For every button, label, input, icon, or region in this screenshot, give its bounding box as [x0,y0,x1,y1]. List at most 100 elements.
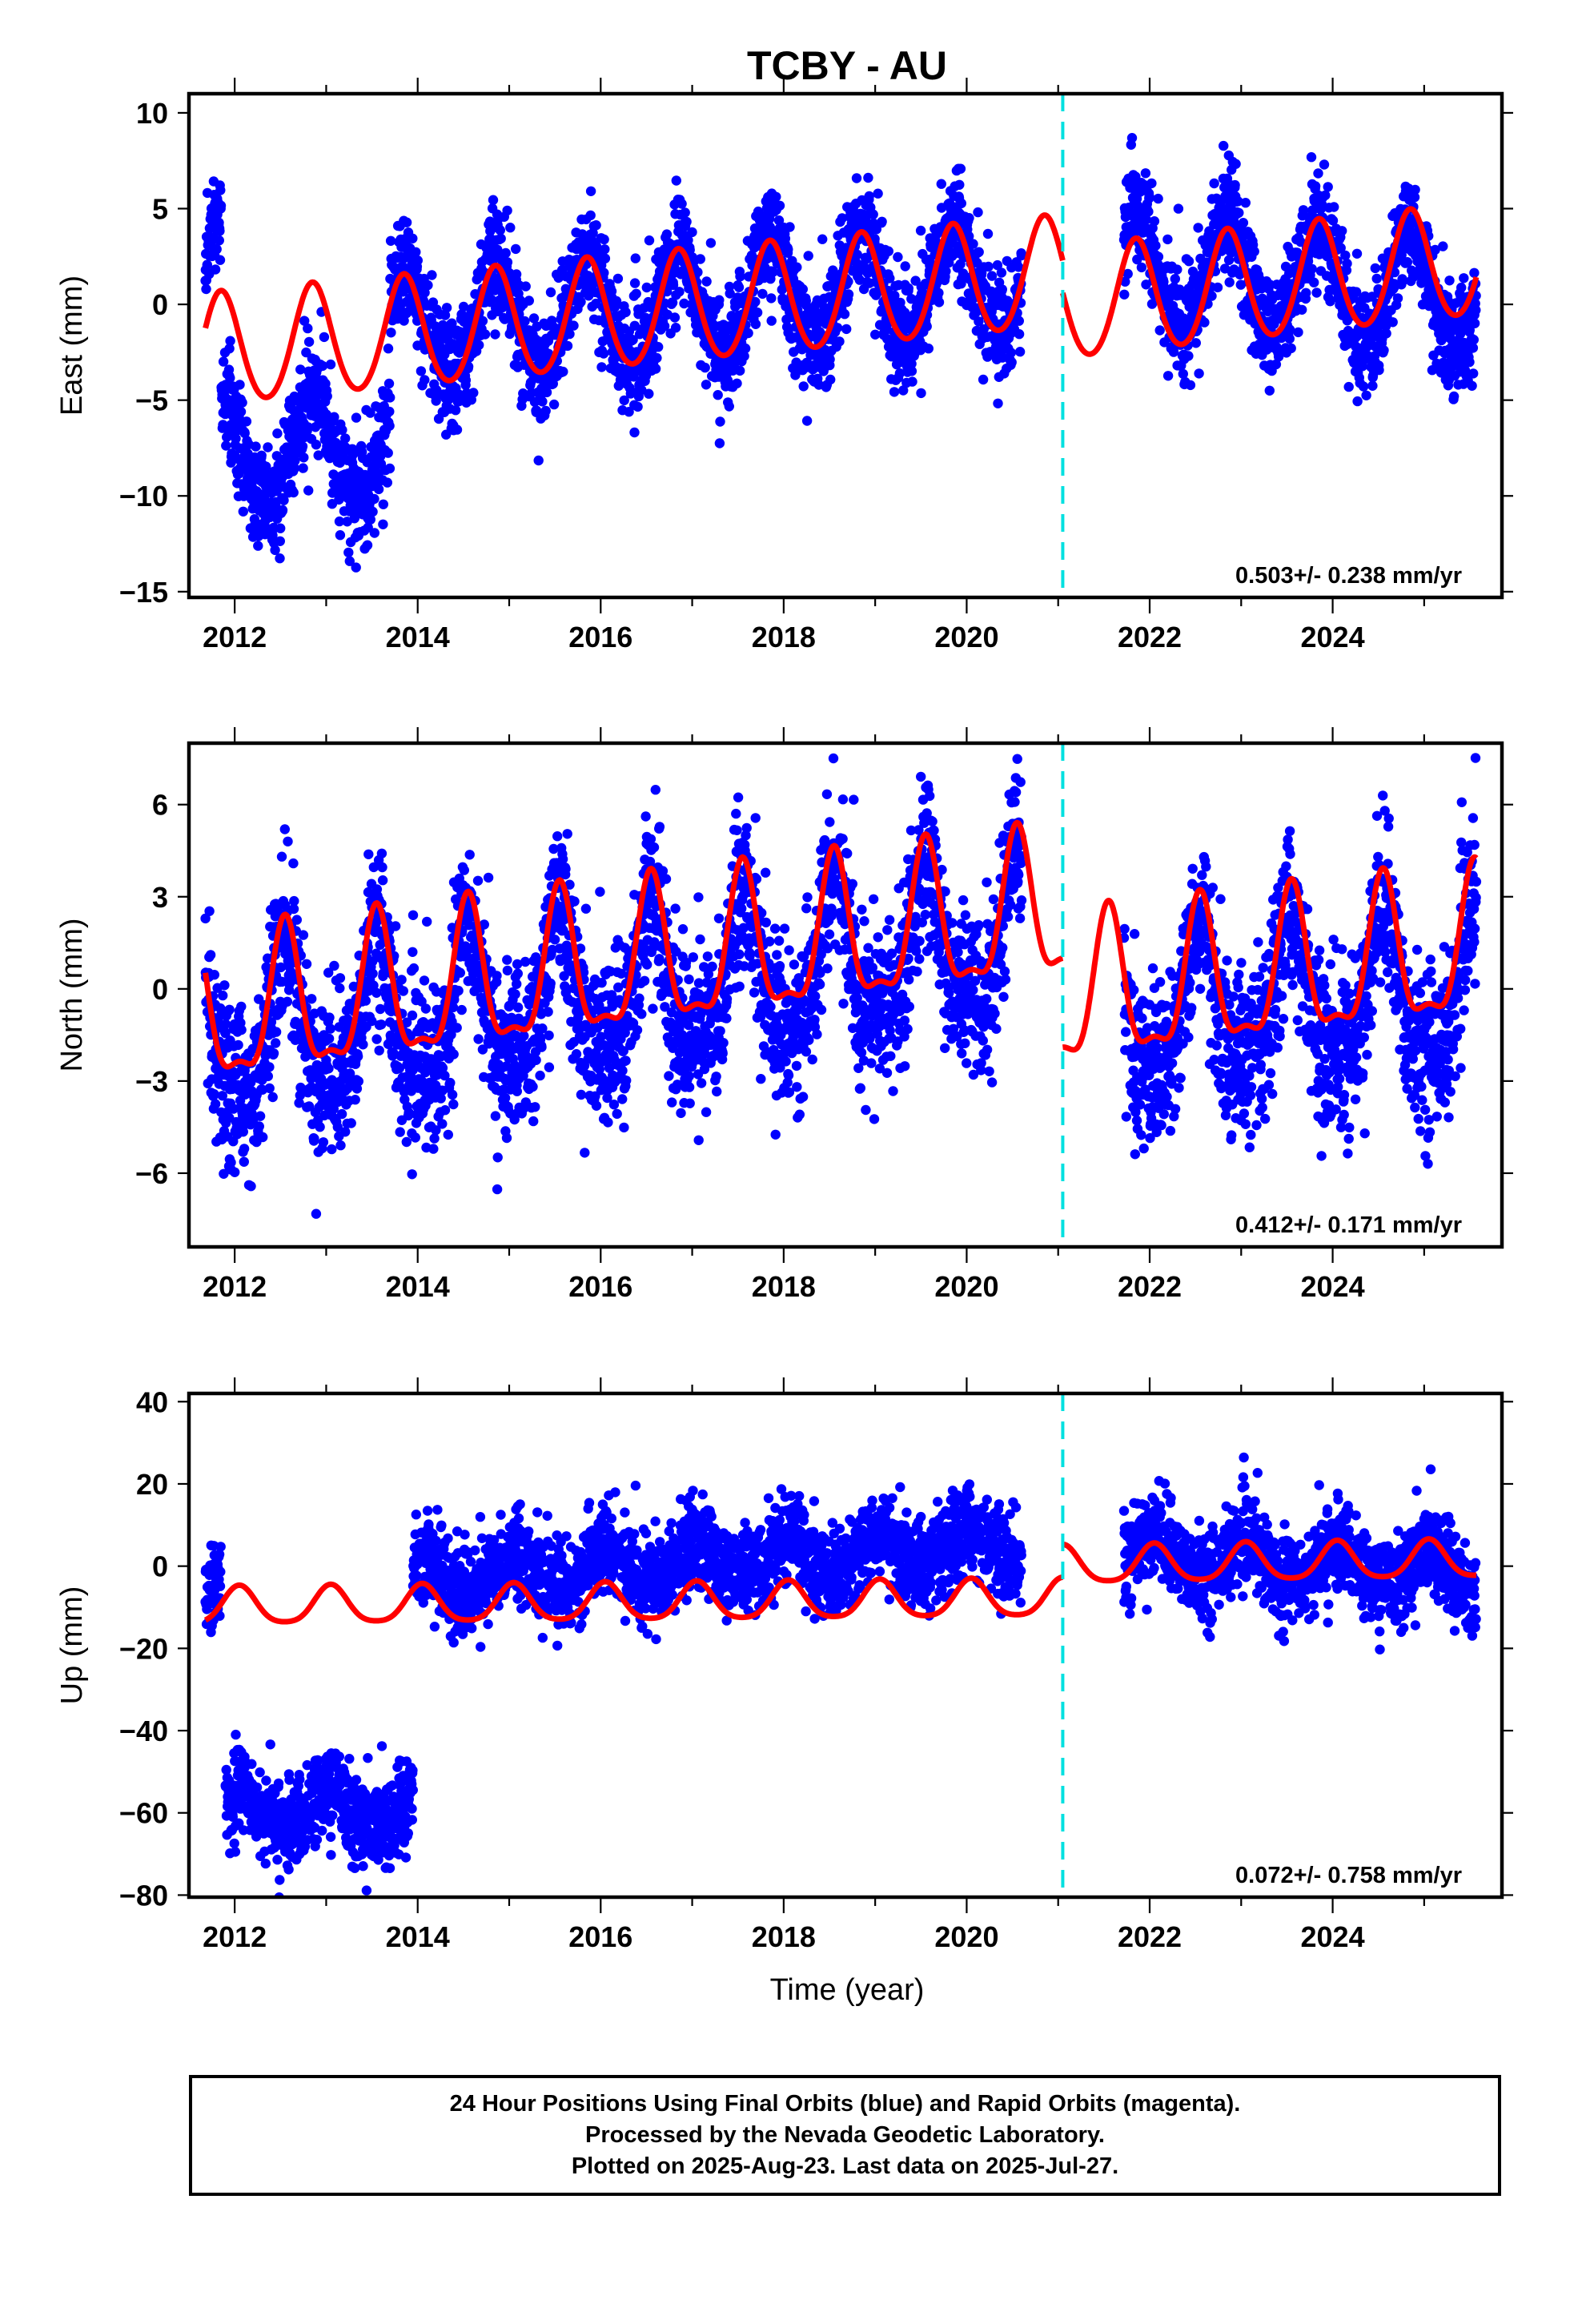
data-point [562,340,573,352]
data-point [343,1014,353,1024]
data-point [596,362,607,372]
data-point [282,996,293,1007]
data-point [372,915,383,927]
data-point [553,272,564,283]
data-point [986,271,998,281]
data-point [1468,335,1480,345]
data-point [1170,274,1181,284]
data-point [226,1157,236,1168]
data-point [541,387,552,398]
data-point [408,910,419,921]
data-point [841,324,852,335]
data-point [219,1168,229,1180]
data-point [671,175,681,186]
data-point [611,296,622,307]
data-point [668,279,679,291]
data-point [408,947,418,958]
data-point [1352,396,1363,407]
data-point [974,247,984,257]
data-point [365,514,375,525]
data-point [315,1122,325,1132]
data-point [680,207,690,218]
data-point [376,848,387,859]
data-point [288,487,299,498]
data-point [1122,268,1133,279]
data-point [386,328,396,338]
data-point [955,163,966,174]
data-point [956,198,967,209]
data-point [644,388,654,399]
data-point [934,297,945,308]
data-point [288,903,299,915]
data-point [624,407,634,417]
data-point [224,1004,235,1015]
data-point [1438,241,1448,251]
data-point [1286,343,1296,354]
data-point [215,185,226,195]
data-point [236,1024,247,1035]
data-point [1410,184,1420,195]
data-point [993,398,1003,408]
x-tick-label: 2020 [934,621,998,653]
data-point [283,836,293,847]
data-point [235,380,245,390]
data-point [852,249,862,260]
data-point [1183,351,1194,361]
data-point [385,235,396,246]
data-point [210,1099,221,1109]
data-point [220,1019,231,1030]
data-point [773,215,785,226]
data-point [1173,203,1184,214]
data-point [683,235,693,246]
data-point [585,186,596,196]
data-point [1306,152,1317,163]
data-point [1295,236,1306,247]
data-point [301,347,311,358]
data-point [889,290,900,301]
data-point [329,960,339,971]
data-point [533,455,544,466]
data-point [299,452,309,463]
data-point [774,200,785,211]
data-point [753,206,764,217]
data-points-1 [200,753,1482,1219]
data-point [390,921,401,931]
data-point [1256,283,1267,294]
data-point [311,1208,322,1219]
data-point [230,1167,240,1178]
data-point [997,284,1008,295]
data-point [384,420,395,431]
data-point [311,440,322,450]
data-point [367,968,378,979]
data-point [629,278,640,288]
data-point [1392,293,1403,304]
data-point [271,451,282,461]
data-point [231,433,241,444]
data-point [1310,181,1321,191]
data-point [1014,262,1024,272]
data-point [785,222,795,232]
data-point [715,416,725,427]
data-point [218,990,228,1001]
data-point [1284,324,1295,335]
data-point [524,296,534,306]
data-point [1178,368,1189,380]
data-point [365,408,375,418]
data-point [677,199,687,209]
data-point [410,1132,420,1143]
data-point [368,862,379,873]
data-point [205,950,216,960]
data-point [941,266,951,276]
data-point [714,438,725,448]
data-point [766,316,777,326]
data-point [1264,385,1275,396]
data-point [1293,327,1303,338]
data-point [628,335,638,345]
data-point [335,530,346,541]
y-tick-label: −10 [119,480,168,513]
data-point [1185,380,1196,391]
data-point [1144,191,1154,202]
data-point [247,1043,258,1054]
data-point [1398,275,1408,286]
data-point [1193,223,1203,233]
